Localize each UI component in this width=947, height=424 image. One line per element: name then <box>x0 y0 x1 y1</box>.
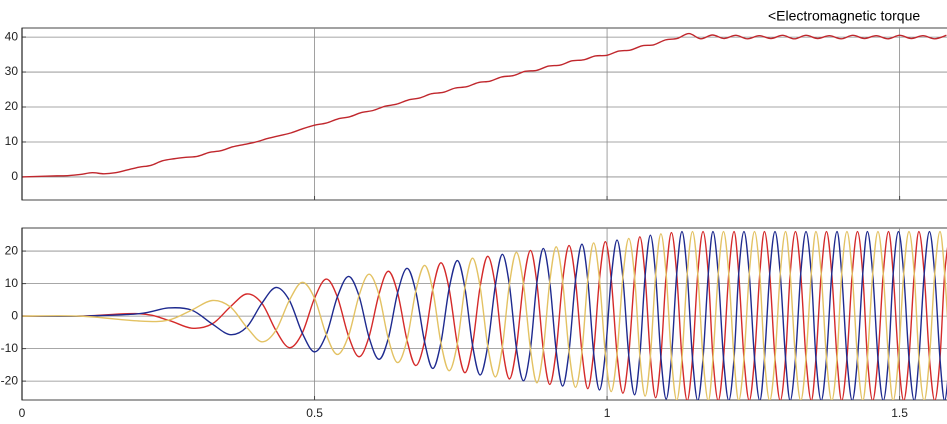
y-tick-label: 40 <box>5 29 19 43</box>
x-tick-label: 1 <box>604 406 611 420</box>
y-tick-label: 30 <box>5 64 19 78</box>
signal-line <box>22 32 947 178</box>
signal-line <box>22 230 947 400</box>
y-tick-label: 10 <box>5 134 19 148</box>
plot-lines <box>22 230 947 400</box>
y-tick-label: 10 <box>5 276 19 290</box>
x-tick-label: 1.5 <box>891 406 908 420</box>
plot-area <box>21 27 947 201</box>
y-tick-label: 20 <box>5 99 19 113</box>
signal-line <box>22 230 947 400</box>
x-tick-label: 0 <box>19 406 26 420</box>
axes: 0 10 20 30 40 <box>5 27 947 201</box>
plot-lines <box>22 32 947 178</box>
chart-title: <Electromagnetic torque <box>768 8 920 24</box>
axes: -20 -10 0 10 20 0 0.5 1 1.5 <box>1 227 947 420</box>
x-tick-label: 0.5 <box>306 406 323 420</box>
y-tick-label: 0 <box>11 169 18 183</box>
y-tick-label: 0 <box>11 308 18 322</box>
y-tick-label: -10 <box>1 341 19 355</box>
y-tick-label: 20 <box>5 243 19 257</box>
y-tick-label: -20 <box>1 373 19 387</box>
